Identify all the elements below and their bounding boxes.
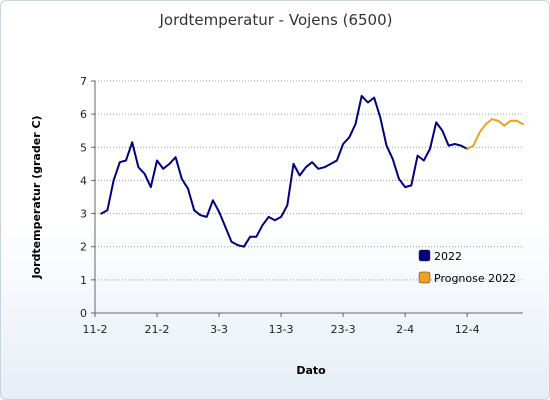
chart-title: Jordtemperatur - Vojens (6500) [159, 11, 393, 29]
x-tick-label: 21-2 [145, 323, 170, 336]
y-axis-label: Jordtemperatur (grader C) [30, 115, 43, 279]
y-tick-label: 6 [80, 108, 87, 121]
x-tick-label: 3-3 [210, 323, 228, 336]
series-lines [100, 94, 524, 248]
legend-label: 2022 [434, 250, 462, 263]
x-tick-label: 23-3 [331, 323, 356, 336]
x-tick-label: 13-3 [269, 323, 294, 336]
x-tick-label: 12-4 [455, 323, 480, 336]
y-tick-label: 0 [80, 307, 87, 320]
x-axis-label: Dato [296, 364, 326, 377]
series-line-1 [466, 118, 524, 150]
y-tick-label: 4 [80, 174, 87, 187]
legend-label: Prognose 2022 [434, 272, 516, 285]
legend-swatch [418, 249, 431, 262]
legend-swatch [418, 271, 431, 284]
x-tick-label: 2-4 [396, 323, 414, 336]
series-line-0 [100, 94, 469, 248]
legend: 2022 Prognose 2022 [418, 249, 516, 285]
y-tick-label: 5 [80, 141, 87, 154]
y-tick-label: 3 [80, 208, 87, 221]
y-tick-label: 1 [80, 274, 87, 287]
x-tick-label: 11-2 [83, 323, 108, 336]
y-tick-label: 7 [80, 75, 87, 88]
grid-lines [95, 80, 523, 281]
y-tick-label: 2 [80, 241, 87, 254]
y-tick-labels: 0 1 2 3 4 5 6 7 [80, 75, 95, 320]
x-tick-labels: 11-2 21-2 3-3 13-3 23-3 2-4 12-4 [83, 313, 480, 336]
